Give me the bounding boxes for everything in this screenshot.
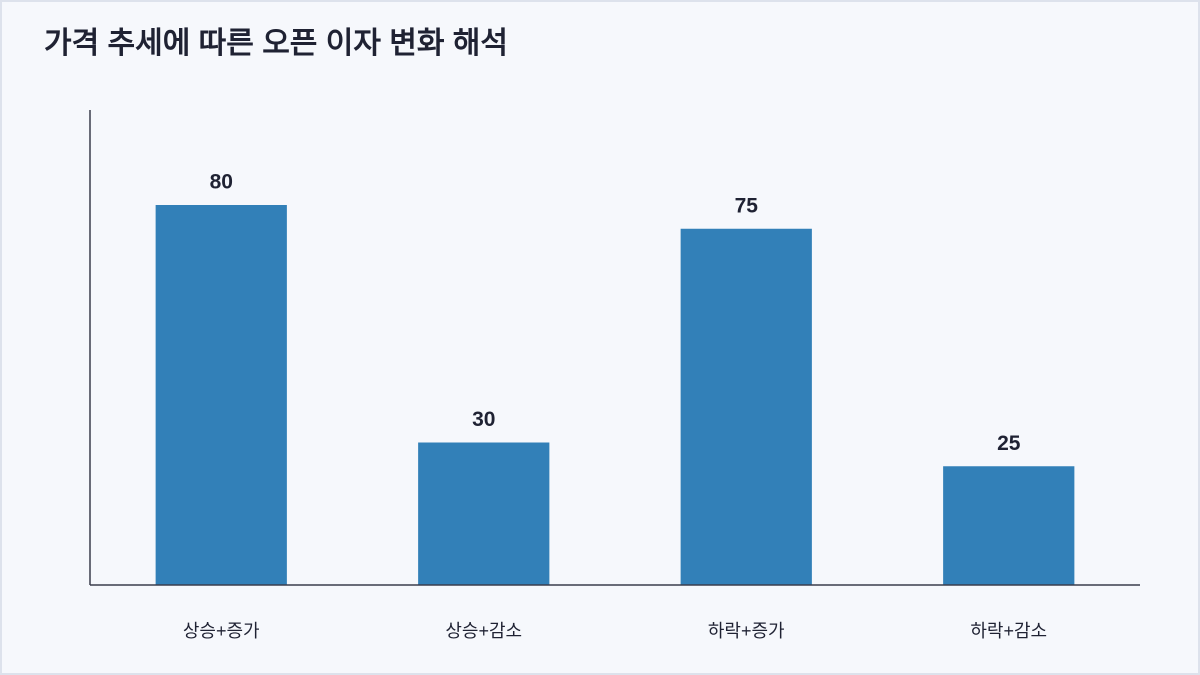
value-label: 25: [997, 432, 1021, 455]
x-tick-label: 하락+감소: [970, 621, 1047, 641]
value-label: 30: [472, 408, 495, 431]
bar: [155, 205, 287, 585]
bar: [680, 228, 812, 585]
x-tick-label: 상승+증가: [183, 621, 260, 641]
x-tick-label: 하락+증가: [708, 621, 785, 641]
x-tick-label: 상승+감소: [445, 621, 522, 641]
bar: [418, 442, 550, 585]
bar: [943, 466, 1075, 585]
value-label: 75: [735, 194, 759, 217]
chart-title: 가격 추세에 따른 오픈 이자 변화 해석: [44, 27, 508, 60]
value-label: 80: [210, 171, 233, 194]
